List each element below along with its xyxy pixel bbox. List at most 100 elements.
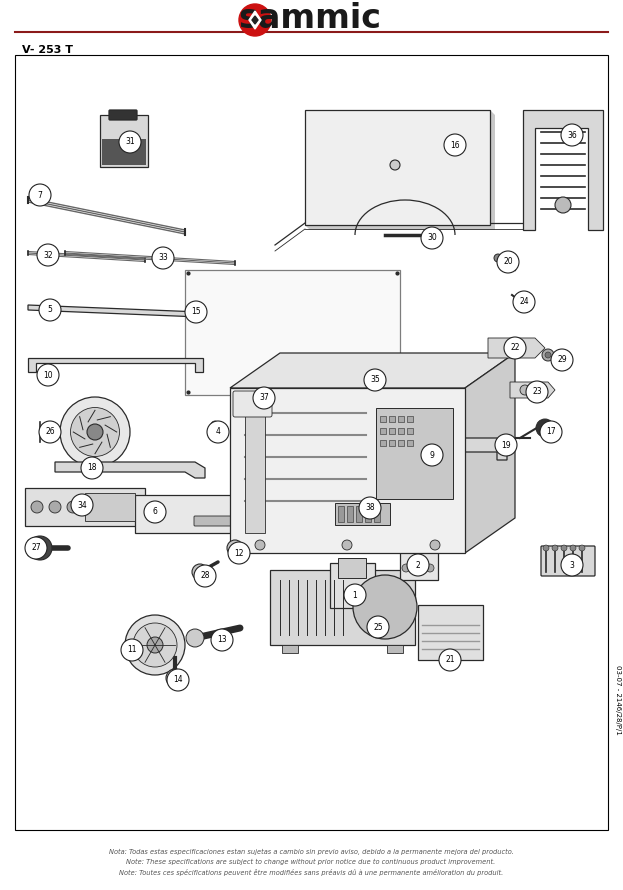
Circle shape [520, 385, 530, 395]
Text: 16: 16 [450, 141, 460, 150]
Text: 11: 11 [127, 645, 137, 654]
Text: 22: 22 [510, 344, 520, 352]
FancyBboxPatch shape [338, 506, 344, 522]
Text: 5: 5 [47, 305, 52, 314]
Circle shape [376, 376, 380, 380]
FancyBboxPatch shape [270, 570, 415, 645]
FancyBboxPatch shape [379, 416, 386, 422]
Circle shape [439, 649, 461, 671]
Circle shape [239, 4, 271, 36]
Text: 9: 9 [430, 450, 434, 459]
Circle shape [421, 227, 443, 249]
Circle shape [426, 564, 434, 572]
Circle shape [570, 545, 576, 551]
Circle shape [545, 352, 551, 358]
Circle shape [414, 564, 422, 572]
FancyBboxPatch shape [194, 516, 271, 526]
Circle shape [28, 536, 52, 560]
FancyBboxPatch shape [347, 506, 353, 522]
Text: 1: 1 [353, 590, 358, 600]
Text: 18: 18 [87, 464, 97, 473]
FancyBboxPatch shape [397, 428, 404, 434]
Polygon shape [230, 388, 465, 553]
FancyBboxPatch shape [541, 546, 595, 576]
Circle shape [25, 537, 47, 559]
FancyBboxPatch shape [109, 110, 137, 120]
Circle shape [29, 184, 51, 206]
Circle shape [37, 244, 59, 266]
Text: 7: 7 [37, 190, 42, 199]
Circle shape [147, 637, 163, 653]
Circle shape [255, 540, 265, 550]
Text: 12: 12 [234, 548, 244, 557]
Circle shape [125, 615, 185, 675]
FancyBboxPatch shape [135, 495, 330, 533]
Circle shape [390, 160, 400, 170]
Polygon shape [252, 16, 258, 24]
Circle shape [31, 501, 43, 513]
Polygon shape [305, 110, 495, 230]
Circle shape [504, 337, 526, 359]
Circle shape [166, 669, 184, 687]
Text: V- 253 T: V- 253 T [22, 45, 73, 55]
Polygon shape [465, 353, 515, 553]
FancyBboxPatch shape [397, 440, 404, 446]
Circle shape [133, 623, 177, 667]
Text: 25: 25 [373, 622, 383, 632]
Circle shape [144, 501, 166, 523]
Circle shape [513, 291, 535, 313]
Circle shape [67, 501, 79, 513]
Circle shape [37, 364, 59, 386]
Circle shape [497, 251, 519, 273]
FancyBboxPatch shape [387, 645, 403, 653]
FancyBboxPatch shape [338, 558, 366, 578]
FancyBboxPatch shape [330, 563, 375, 608]
Polygon shape [28, 540, 42, 556]
FancyBboxPatch shape [397, 416, 404, 422]
Text: 15: 15 [191, 308, 201, 317]
Text: 24: 24 [519, 297, 529, 306]
Polygon shape [510, 382, 555, 398]
Polygon shape [249, 11, 261, 29]
FancyBboxPatch shape [407, 428, 412, 434]
FancyBboxPatch shape [407, 416, 412, 422]
Polygon shape [28, 305, 200, 317]
Text: 31: 31 [125, 137, 135, 147]
FancyBboxPatch shape [102, 139, 146, 165]
Text: 10: 10 [43, 370, 53, 379]
Circle shape [524, 303, 532, 311]
Text: 30: 30 [427, 233, 437, 242]
Circle shape [579, 545, 585, 551]
Circle shape [494, 254, 502, 262]
FancyBboxPatch shape [379, 440, 386, 446]
FancyBboxPatch shape [282, 645, 298, 653]
Text: 37: 37 [259, 393, 269, 402]
Text: 28: 28 [200, 571, 210, 580]
FancyBboxPatch shape [376, 408, 454, 498]
Circle shape [421, 444, 443, 466]
Text: sammic: sammic [239, 2, 381, 35]
Circle shape [561, 545, 567, 551]
Circle shape [71, 494, 93, 516]
FancyBboxPatch shape [335, 503, 390, 525]
Circle shape [526, 381, 548, 403]
Circle shape [167, 669, 189, 691]
Text: 2: 2 [416, 561, 421, 570]
Text: 19: 19 [501, 441, 511, 449]
FancyBboxPatch shape [389, 428, 395, 434]
Circle shape [407, 554, 429, 576]
Circle shape [186, 629, 204, 647]
Circle shape [211, 629, 233, 651]
Circle shape [194, 565, 216, 587]
FancyBboxPatch shape [245, 398, 265, 533]
Text: 32: 32 [43, 250, 53, 260]
Text: 26: 26 [45, 427, 55, 436]
Circle shape [367, 616, 389, 638]
Circle shape [207, 421, 229, 443]
Text: 34: 34 [77, 500, 87, 509]
Text: 27: 27 [31, 544, 41, 553]
Circle shape [552, 545, 558, 551]
FancyBboxPatch shape [400, 542, 438, 580]
Circle shape [121, 639, 143, 661]
Circle shape [87, 424, 103, 440]
